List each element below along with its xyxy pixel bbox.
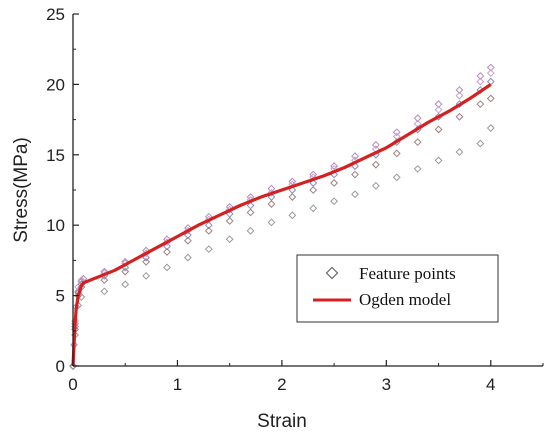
feature-point xyxy=(413,164,422,173)
feature-point xyxy=(204,226,213,235)
x-tick-label: 3 xyxy=(382,375,391,394)
x-tick-label: 0 xyxy=(68,375,77,394)
feature-point xyxy=(330,197,339,206)
feature-point xyxy=(455,112,464,121)
feature-point xyxy=(267,184,276,193)
feature-point xyxy=(371,141,380,149)
feature-point xyxy=(371,181,380,190)
plot-area xyxy=(69,63,495,370)
feature-point xyxy=(100,287,109,296)
feature-point xyxy=(142,257,151,266)
y-tick-label: 10 xyxy=(46,216,65,235)
feature-point xyxy=(142,253,151,262)
y-tick-label: 5 xyxy=(56,287,65,306)
feature-point xyxy=(392,128,401,137)
feature-point xyxy=(330,162,339,170)
feature-point xyxy=(142,271,151,280)
feature-point xyxy=(225,217,234,225)
feature-point xyxy=(163,242,171,251)
feature-point xyxy=(288,211,297,220)
feature-point xyxy=(434,100,443,109)
feature-point xyxy=(351,152,359,161)
legend-label-ogden-model: Ogden model xyxy=(359,290,451,309)
feature-point xyxy=(486,77,495,86)
axes: 0 5 10 15 20 25 0 1 2 3 4 xyxy=(46,5,544,394)
feature-point xyxy=(476,100,485,109)
y-tick-label: 15 xyxy=(46,146,65,165)
feature-point xyxy=(121,267,130,276)
feature-point xyxy=(413,138,422,147)
feature-point xyxy=(309,204,318,213)
y-tick-label: 20 xyxy=(46,75,65,94)
feature-point xyxy=(204,221,213,230)
feature-point xyxy=(204,245,213,254)
feature-point xyxy=(351,190,359,199)
feature-point xyxy=(486,63,495,72)
feature-point xyxy=(246,208,255,217)
feature-point xyxy=(163,248,171,256)
legend-marker-feature-points xyxy=(325,266,339,280)
feature-point xyxy=(486,94,495,103)
y-tick-label: 0 xyxy=(56,357,65,376)
feature-point xyxy=(309,170,318,179)
feature-point xyxy=(476,139,485,148)
feature-point xyxy=(288,177,297,186)
feature-point xyxy=(455,86,464,94)
feature-point xyxy=(183,253,192,262)
x-tick-label: 2 xyxy=(277,375,286,394)
x-tick-label: 4 xyxy=(486,375,495,394)
feature-point xyxy=(100,276,109,285)
x-axis-title: Strain xyxy=(257,411,307,432)
feature-point xyxy=(246,226,255,235)
feature-point xyxy=(476,77,485,86)
feature-point xyxy=(351,170,359,179)
feature-point xyxy=(434,156,443,165)
feature-point xyxy=(267,218,276,227)
feature-point xyxy=(69,362,77,370)
feature-point xyxy=(225,235,234,244)
feature-point xyxy=(455,91,464,100)
feature-point xyxy=(183,231,192,239)
legend-box xyxy=(296,254,499,323)
legend-label-feature-points: Feature points xyxy=(359,264,456,283)
feature-point xyxy=(267,200,276,208)
feature-point xyxy=(183,236,192,245)
feature-point xyxy=(476,72,485,80)
y-tick-label: 25 xyxy=(46,5,65,24)
legend: Feature points Ogden model xyxy=(296,254,499,323)
ogden-model-line xyxy=(71,83,492,367)
feature-point xyxy=(330,179,339,187)
feature-point xyxy=(288,193,297,201)
feature-point xyxy=(486,69,495,78)
feature-point xyxy=(434,125,443,134)
feature-point xyxy=(163,263,171,272)
feature-point xyxy=(392,173,401,182)
x-tick-label: 1 xyxy=(173,375,182,394)
feature-point xyxy=(486,124,495,132)
y-axis-title: Stress(MPa) xyxy=(11,137,32,243)
feature-point xyxy=(121,280,130,289)
feature-point xyxy=(309,186,318,194)
feature-point xyxy=(413,114,422,123)
feature-point xyxy=(371,160,380,169)
feature-point xyxy=(392,149,401,158)
feature-point xyxy=(455,148,464,156)
